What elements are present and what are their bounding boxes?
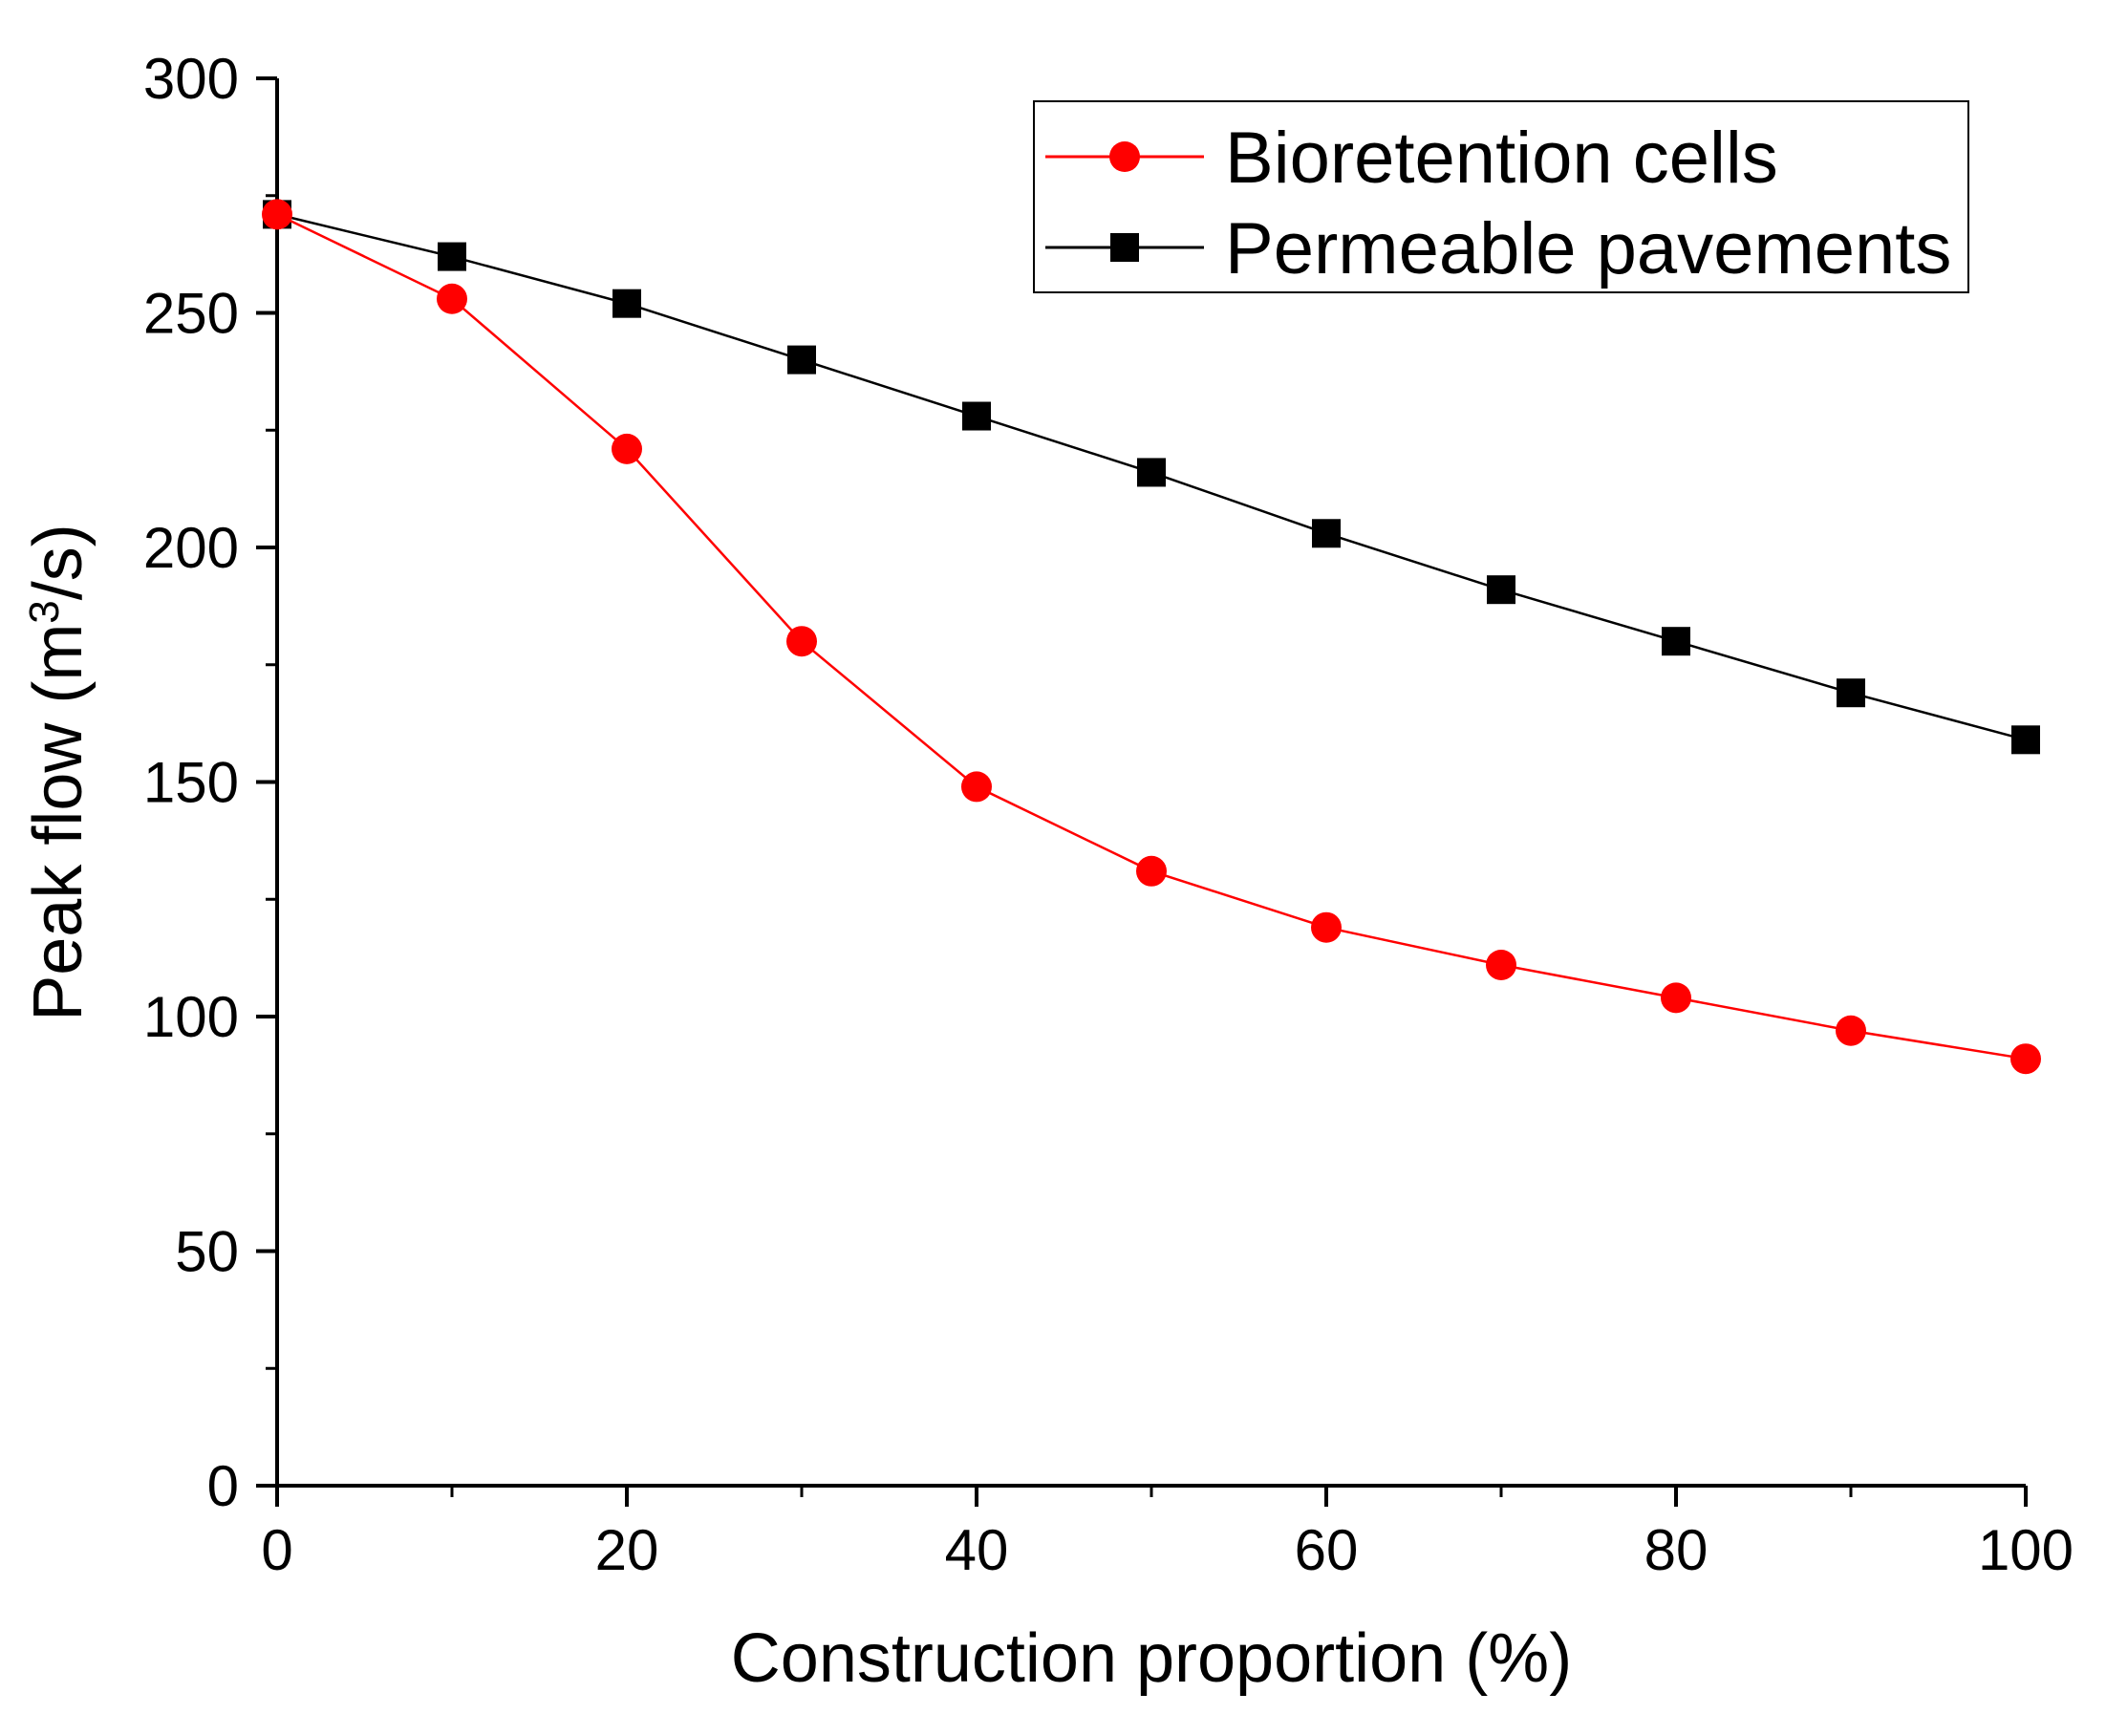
legend-label-bioretention-cells: Bioretention cells [1225, 118, 1778, 199]
data-point-bioretention-cells [1311, 911, 1342, 943]
y-axis-title-main: Peak flow (m [20, 624, 97, 1021]
data-point-bioretention-cells [1661, 982, 1691, 1014]
data-point-bioretention-cells [1836, 1015, 1866, 1046]
data-point-permeable-pavements [612, 289, 641, 318]
data-point-permeable-pavements [1312, 519, 1341, 548]
y-axis-title-suffix: /s) [20, 524, 97, 600]
x-axis-title: Construction proportion (%) [731, 1620, 1572, 1697]
data-point-permeable-pavements [1137, 458, 1166, 487]
data-point-permeable-pavements [2011, 725, 2040, 755]
data-point-permeable-pavements [787, 345, 816, 375]
data-point-permeable-pavements [1662, 627, 1690, 656]
y-tick-label: 150 [143, 751, 239, 815]
y-tick-label: 200 [143, 516, 239, 580]
data-point-bioretention-cells [1486, 949, 1516, 980]
data-point-permeable-pavements [1487, 575, 1515, 605]
y-tick-label: 50 [175, 1220, 239, 1284]
legend-box [1033, 100, 1969, 293]
legend-marker-permeable-pavements [1110, 233, 1139, 262]
legend-label-permeable-pavements: Permeable pavements [1225, 208, 1951, 289]
data-point-permeable-pavements [962, 401, 991, 431]
data-point-bioretention-cells [612, 433, 642, 464]
y-tick-label: 0 [207, 1454, 239, 1518]
x-tick-label: 80 [1644, 1518, 1708, 1582]
legend-marker-bioretention-cells [1109, 141, 1140, 172]
x-tick-label: 40 [945, 1518, 1009, 1582]
y-axis-title-superscript: 3 [21, 600, 68, 623]
y-tick-label: 100 [143, 985, 239, 1049]
y-tick-label: 250 [143, 282, 239, 346]
ticks: 0 20 40 60 80 100 0 50 100 150 200 250 300 [143, 47, 2074, 1582]
legend: Bioretention cells Permeable pavements [1033, 100, 1969, 293]
x-tick-label: 100 [1978, 1518, 2074, 1582]
data-point-bioretention-cells [437, 283, 467, 314]
data-point-bioretention-cells [961, 771, 992, 803]
data-point-bioretention-cells [1136, 855, 1167, 887]
data-point-bioretention-cells [262, 199, 292, 230]
plot-series [262, 199, 2041, 1075]
legend-items: Bioretention cells Permeable pavements [1045, 118, 1951, 289]
x-tick-label: 20 [595, 1518, 659, 1582]
y-tick-label: 300 [143, 47, 239, 111]
series-line-bioretention-cells [276, 213, 2027, 1061]
data-point-bioretention-cells [2010, 1043, 2041, 1075]
data-point-permeable-pavements [438, 242, 466, 271]
x-tick-label: 60 [1295, 1518, 1359, 1582]
data-point-bioretention-cells [786, 626, 817, 657]
y-axis-title: Peak flow (m3/s) [20, 524, 97, 1021]
data-point-permeable-pavements [1837, 678, 1865, 708]
x-tick-label: 0 [261, 1518, 292, 1582]
